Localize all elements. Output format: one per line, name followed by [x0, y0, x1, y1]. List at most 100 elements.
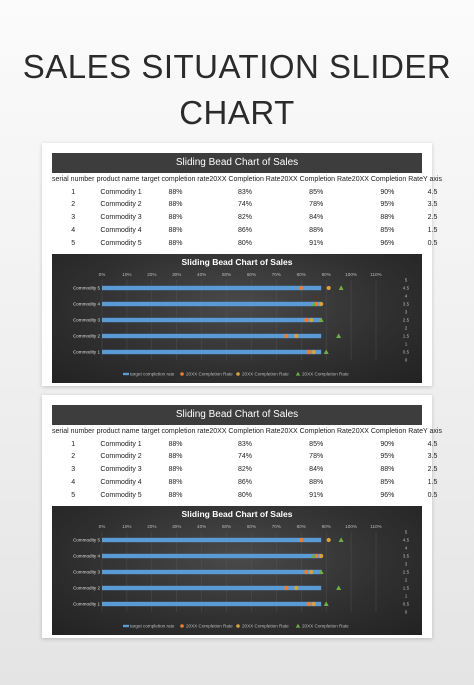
cell: 0.5 — [427, 239, 438, 247]
cell: 84% — [309, 466, 324, 474]
cell: 95% — [380, 201, 395, 209]
x-tick-label: 50% — [222, 524, 231, 529]
y-tick-label: 5 — [405, 277, 408, 282]
x-tick-label: 90% — [322, 524, 331, 529]
sliding-bead-chart: Sliding Bead Chart of Sales 0% 10% 20% 30% 40… — [52, 253, 422, 383]
marker-circle — [326, 285, 331, 290]
marker-circle — [299, 537, 304, 542]
cell: 88% — [168, 188, 183, 196]
col-completion-rate-a: 20XX Completion Rate — [209, 427, 281, 435]
marker-triangle — [338, 537, 344, 542]
y-tick-label: 4 — [405, 545, 408, 550]
sliding-bead-chart: Sliding Bead Chart of Sales 0% 10% 20% 30% 40… — [52, 505, 422, 635]
cell: 1.5 — [427, 227, 438, 235]
target-bar — [102, 553, 322, 558]
cell: 88% — [168, 479, 183, 487]
table-row: 5 Commodity 5 88% 80% 91% 96% 0.5 — [52, 237, 442, 250]
marker-circle — [294, 333, 299, 338]
category-label: Commodity 4 — [73, 553, 101, 558]
x-tick-label: 60% — [247, 524, 256, 529]
legend-label: target completion rate — [130, 371, 175, 376]
marker-circle — [319, 553, 324, 558]
category-label: Commodity 1 — [73, 601, 101, 606]
legend-swatch — [123, 624, 129, 627]
target-bar — [102, 333, 322, 338]
cell: 85% — [309, 440, 324, 448]
x-tick-label: 80% — [297, 524, 306, 529]
table-row: 4 Commodity 4 88% 86% 88% 85% 1.5 — [52, 224, 442, 237]
cell: 88% — [309, 479, 324, 487]
y-tick-label: 5 — [405, 529, 408, 534]
cell: 86% — [237, 227, 252, 235]
legend-label: 20XX Completion Rate — [302, 623, 349, 628]
cell: 5 — [71, 491, 76, 499]
table-header-row: serial number product name target comple… — [52, 425, 442, 438]
cell: Commodity 5 — [100, 239, 142, 247]
y-tick-label: 4.5 — [403, 285, 410, 290]
legend-swatch — [180, 623, 184, 628]
category-label: Commodity 1 — [73, 349, 101, 354]
y-tick-label: 2 — [405, 577, 408, 582]
cell: 85% — [309, 188, 324, 196]
cell: 3 — [71, 214, 76, 222]
col-completion-rate-b: 20XX Completion Rate — [280, 175, 352, 183]
page-title: SALES SITUATION SLIDER CHART — [22, 48, 452, 131]
cell: 82% — [237, 466, 252, 474]
cell: 88% — [168, 453, 183, 461]
marker-circle — [306, 601, 311, 606]
cell: 91% — [309, 491, 324, 499]
cell: 80% — [237, 239, 252, 247]
target-bar — [102, 285, 322, 290]
marker-circle — [284, 333, 289, 338]
cell: Commodity 4 — [100, 227, 142, 235]
marker-triangle — [336, 585, 342, 590]
cell: 95% — [380, 453, 395, 461]
marker-circle — [309, 317, 314, 322]
x-tick-label: 100% — [345, 272, 357, 277]
marker-circle — [284, 585, 289, 590]
y-tick-label: 1 — [405, 593, 408, 598]
x-tick-label: 70% — [272, 524, 281, 529]
legend-label: 20XX Completion Rate — [242, 371, 289, 376]
x-tick-label: 90% — [322, 272, 331, 277]
legend-swatch — [295, 371, 301, 376]
legend-swatch — [236, 371, 240, 376]
legend-label: 20XX Completion Rate — [242, 623, 289, 628]
target-bar — [102, 569, 322, 574]
cell: 88% — [168, 440, 183, 448]
marker-circle — [319, 301, 324, 306]
cell: 2.5 — [427, 466, 438, 474]
legend-swatch — [180, 371, 184, 376]
marker-circle — [294, 585, 299, 590]
category-label: Commodity 3 — [73, 317, 101, 322]
col-target-rate: target completion rate — [141, 175, 210, 183]
marker-circle — [311, 349, 316, 354]
cell: 82% — [237, 214, 252, 222]
cell: 2.5 — [427, 214, 438, 222]
y-tick-label: 0 — [405, 609, 408, 614]
cell: 78% — [309, 453, 324, 461]
col-y-axis: Y axis — [423, 427, 442, 435]
table-row: 5 Commodity 5 88% 80% 91% 96% 0.5 — [52, 489, 442, 502]
cell: 2 — [71, 453, 76, 461]
marker-circle — [326, 537, 331, 542]
cell: 90% — [380, 188, 395, 196]
col-completion-rate-b: 20XX Completion Rate — [280, 427, 352, 435]
cell: 3.5 — [427, 201, 438, 209]
table-row: 2 Commodity 2 88% 74% 78% 95% 3.5 — [52, 199, 442, 212]
cell: Commodity 3 — [100, 214, 142, 222]
y-tick-label: 3.5 — [403, 553, 410, 558]
y-tick-label: 3 — [405, 309, 408, 314]
cell: 1.5 — [427, 479, 438, 487]
table-header: Sliding Bead Chart of Sales — [52, 405, 422, 425]
cell: 4.5 — [427, 440, 438, 448]
cell: 88% — [380, 466, 395, 474]
x-tick-label: 0% — [99, 524, 106, 529]
x-tick-label: 10% — [122, 524, 131, 529]
sales-table: serial number product name target comple… — [52, 173, 442, 250]
cell: 88% — [168, 201, 183, 209]
cell: 0.5 — [427, 491, 438, 499]
marker-circle — [306, 349, 311, 354]
legend-label: 20XX Completion Rate — [186, 371, 233, 376]
cell: 88% — [168, 227, 183, 235]
